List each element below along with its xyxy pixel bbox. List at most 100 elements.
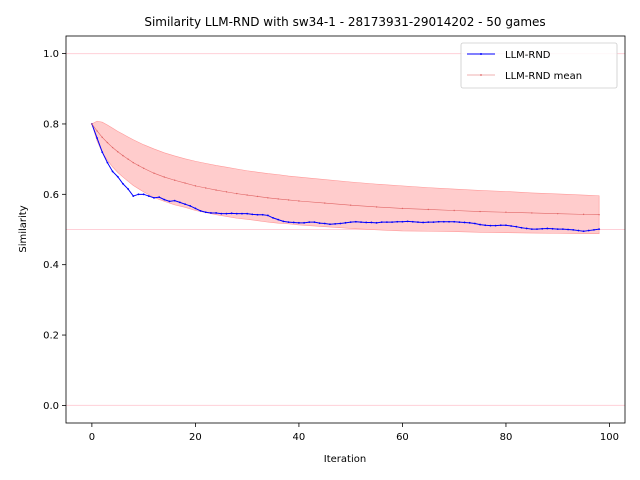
x-tick-label: 60	[396, 432, 409, 443]
data-point-llm-rnd	[551, 227, 554, 230]
data-point-llm-rnd	[448, 220, 450, 223]
data-point-llm-rnd	[463, 221, 466, 224]
data-point-llm-rnd	[401, 220, 404, 223]
legend: LLM-RND LLM-RND mean	[460, 42, 618, 89]
data-point-llm-rnd	[339, 222, 342, 225]
legend-box	[460, 42, 618, 89]
data-point-llm-rnd	[499, 224, 502, 227]
data-point-llm-rnd-mean	[505, 211, 507, 213]
data-point-llm-rnd	[220, 212, 223, 215]
data-point-llm-rnd-mean	[277, 198, 279, 200]
y-tick-label: 0.4	[43, 260, 59, 271]
data-point-llm-rnd	[184, 203, 186, 206]
data-point-llm-rnd	[122, 182, 124, 185]
plot-frame	[65, 35, 626, 424]
data-point-llm-rnd	[432, 221, 435, 224]
y-tick-label: 0.2	[43, 331, 59, 342]
data-point-llm-rnd	[468, 221, 471, 224]
data-point-llm-rnd-mean	[324, 202, 326, 204]
data-point-llm-rnd	[474, 222, 476, 225]
data-point-llm-rnd	[396, 220, 399, 223]
data-point-llm-rnd	[556, 228, 559, 231]
data-point-llm-rnd	[598, 228, 601, 231]
data-point-llm-rnd	[520, 226, 523, 229]
data-point-llm-rnd	[329, 223, 331, 226]
data-point-llm-rnd-mean	[101, 136, 103, 139]
legend-label-llm-rnd-mean: LLM-RND mean	[505, 71, 582, 82]
data-point-llm-rnd	[287, 221, 290, 224]
data-point-llm-rnd-mean	[598, 214, 600, 216]
data-point-llm-rnd	[308, 221, 311, 224]
data-point-llm-rnd	[142, 193, 145, 196]
data-point-llm-rnd	[106, 161, 109, 164]
data-point-llm-rnd	[380, 221, 383, 224]
data-point-llm-rnd	[417, 221, 419, 224]
data-point-llm-rnd-mean	[194, 185, 197, 187]
data-point-llm-rnd-mean	[91, 123, 93, 125]
data-point-llm-rnd-mean	[256, 195, 259, 198]
x-tick-label: 100	[600, 432, 619, 443]
data-point-llm-rnd-mean	[137, 164, 140, 167]
data-point-llm-rnd	[411, 220, 414, 223]
data-point-llm-rnd	[334, 222, 337, 225]
data-point-llm-rnd	[391, 221, 393, 224]
data-point-llm-rnd	[541, 227, 544, 230]
data-point-llm-rnd	[173, 199, 176, 202]
data-point-llm-rnd	[210, 212, 212, 214]
y-tick-label: 0.0	[43, 401, 59, 412]
data-point-llm-rnd-mean	[427, 208, 430, 211]
data-point-llm-rnd	[536, 228, 538, 231]
data-point-llm-rnd-mean	[349, 204, 352, 206]
data-point-llm-rnd-mean	[215, 189, 217, 191]
data-point-llm-rnd-mean	[375, 206, 378, 208]
data-point-llm-rnd	[96, 137, 98, 139]
data-point-llm-rnd	[489, 224, 492, 227]
data-point-llm-rnd	[189, 205, 192, 207]
y-tick-label: 1.0	[43, 49, 59, 60]
y-axis-label: Similarity	[18, 205, 29, 252]
data-point-llm-rnd	[484, 224, 487, 227]
data-point-llm-rnd	[101, 151, 104, 154]
y-tick-label: 0.8	[43, 119, 59, 130]
data-point-llm-rnd	[344, 221, 347, 224]
legend-marker-llm-rnd	[480, 53, 482, 55]
data-point-llm-rnd	[494, 224, 497, 227]
data-point-llm-rnd-mean	[557, 212, 559, 215]
data-point-llm-rnd	[163, 198, 166, 201]
y-axis: 0.0 0.2 0.4 0.6 0.8 1.0	[43, 49, 66, 412]
data-point-llm-rnd	[587, 229, 590, 232]
data-point-llm-rnd	[277, 218, 280, 221]
data-point-llm-rnd	[323, 222, 326, 225]
data-point-llm-rnd	[230, 212, 233, 215]
data-point-llm-rnd	[158, 196, 161, 199]
data-point-llm-rnd-mean	[225, 191, 228, 193]
data-point-llm-rnd	[256, 213, 259, 216]
data-point-llm-rnd	[225, 212, 228, 215]
data-point-llm-rnd-mean	[106, 141, 109, 144]
data-point-llm-rnd-mean	[163, 176, 166, 178]
data-point-llm-rnd-mean	[184, 182, 186, 184]
data-point-llm-rnd	[137, 193, 140, 196]
x-tick-label: 20	[189, 432, 202, 443]
data-point-llm-rnd-mean	[298, 200, 300, 202]
data-point-llm-rnd	[282, 220, 285, 223]
data-point-llm-rnd	[261, 213, 264, 216]
data-point-llm-rnd	[567, 228, 569, 231]
data-point-llm-rnd	[116, 175, 119, 178]
data-point-llm-rnd	[178, 201, 181, 204]
data-point-llm-rnd	[349, 221, 352, 224]
data-point-llm-rnd	[593, 228, 595, 231]
data-point-llm-rnd-mean	[132, 161, 134, 164]
x-tick-label: 0	[89, 432, 95, 443]
data-point-llm-rnd-mean	[153, 172, 155, 174]
data-point-llm-rnd	[437, 220, 440, 223]
data-point-llm-rnd	[479, 223, 481, 226]
data-point-llm-rnd	[168, 200, 171, 203]
data-point-llm-rnd-mean	[111, 146, 114, 149]
data-point-llm-rnd	[360, 221, 362, 224]
data-point-llm-rnd-mean	[531, 212, 533, 214]
data-point-llm-rnd	[386, 221, 388, 224]
legend-label-llm-rnd: LLM-RND	[505, 50, 551, 61]
data-point-llm-rnd-mean	[122, 154, 124, 157]
